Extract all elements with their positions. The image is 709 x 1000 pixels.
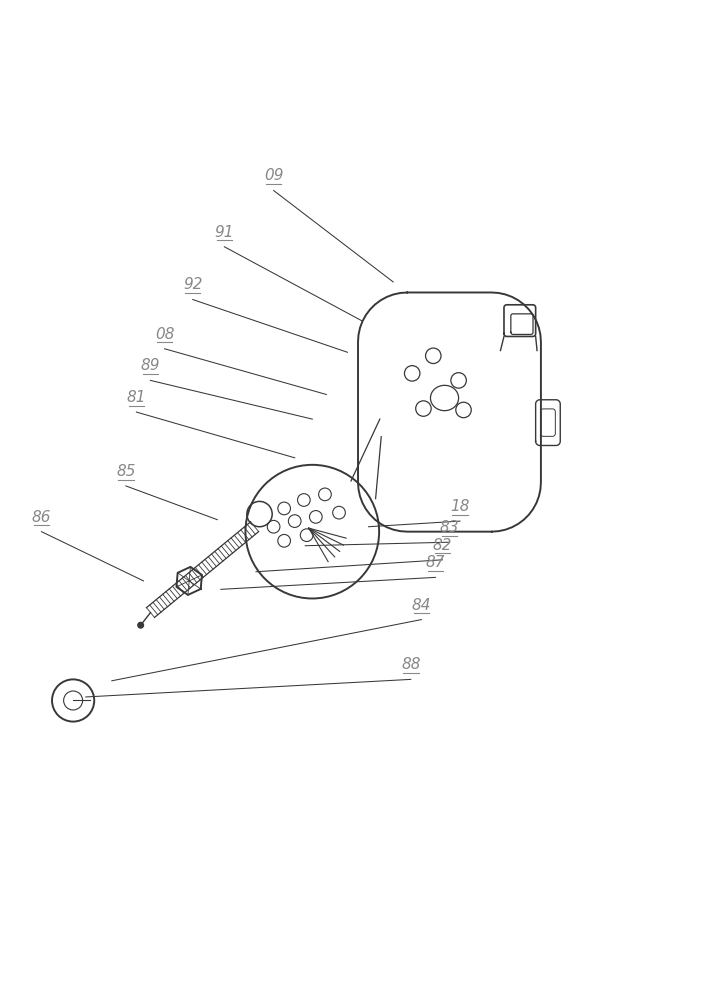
Text: 18: 18: [450, 499, 470, 514]
Text: 88: 88: [401, 657, 420, 672]
Text: 84: 84: [412, 598, 431, 613]
Text: 82: 82: [432, 538, 452, 553]
Text: 87: 87: [425, 555, 445, 570]
Text: 09: 09: [264, 168, 284, 183]
Circle shape: [138, 622, 143, 628]
Text: 08: 08: [155, 327, 174, 342]
Text: 83: 83: [440, 520, 459, 535]
Text: 89: 89: [141, 358, 160, 373]
Text: 81: 81: [127, 390, 146, 405]
Text: 91: 91: [215, 225, 234, 240]
Text: 92: 92: [183, 277, 203, 292]
Text: 85: 85: [116, 464, 135, 479]
Text: 86: 86: [32, 510, 51, 525]
